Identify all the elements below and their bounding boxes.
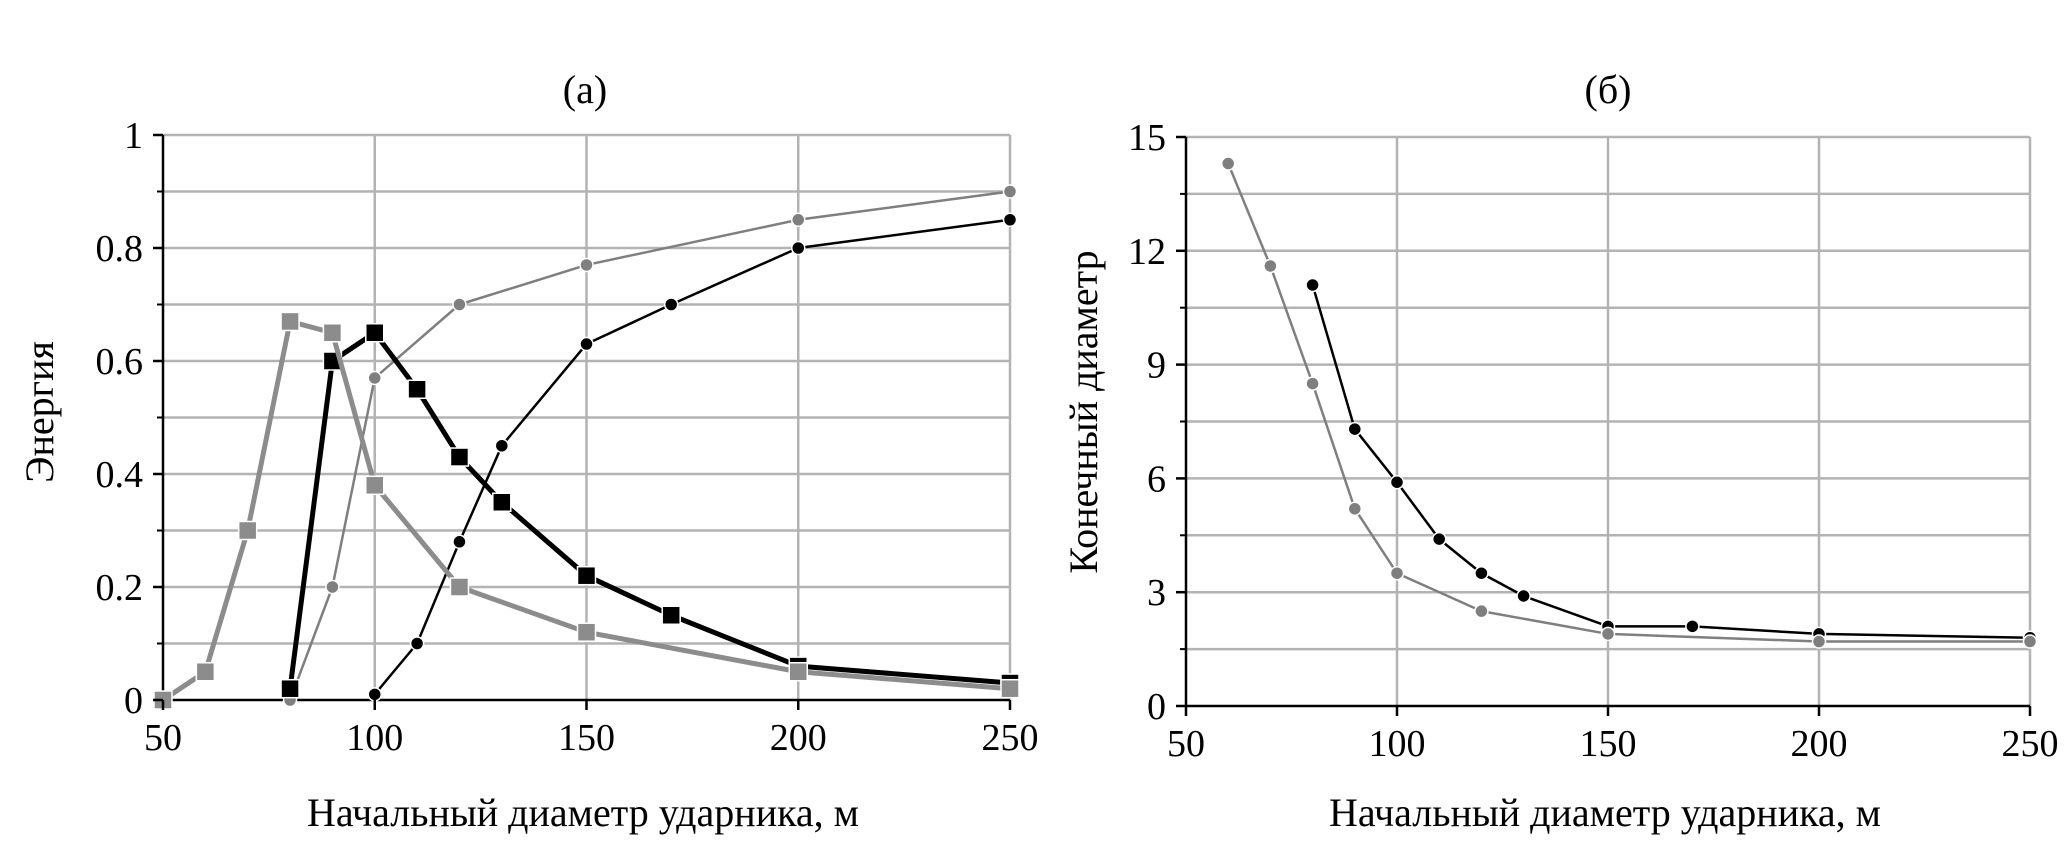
panel-b-series-1-point [1389,474,1405,490]
panel-b-series-2-point [1220,156,1236,171]
panel-b-series-1-line [1311,284,2031,639]
panel-b-series-1-point [1347,421,1363,437]
panel-b-series-1-point [1431,531,1447,547]
panel-b-x-tick-label: 250 [2002,723,2059,765]
panel-a-series-3-point [661,605,681,625]
panel-a-series-2-point [494,438,510,453]
panel-a-y-axis-label: Энергия [17,341,62,483]
panel-a-y-tick-label: 0 [124,680,143,722]
panel-a-series-2-point [452,534,467,550]
panel-a-series-2-point [663,297,679,312]
panel-a-series-3-line [287,330,1011,690]
panel-b-series-2-point [1389,565,1405,581]
panel-a-series-2-point [409,636,425,651]
panel-b-series-2-point [1305,376,1320,391]
panel-a-series-3-point [576,565,597,586]
panel-b-series-2-point [1474,603,1489,619]
panel-b-series-1-point [1474,565,1489,581]
panel-a-series-1-point [791,212,806,227]
panel-b-x-tick-label: 50 [1167,723,1205,765]
panel-a-series-3-point [407,379,427,399]
panel-a-y-tick-label: 0.8 [96,228,144,270]
panel-a-x-tick-label: 50 [144,717,182,759]
panel-b-y-tick-label: 9 [1147,345,1166,387]
panel-a-series-2-point [579,336,594,352]
panel-a-series-2-point [791,240,806,256]
panel-b-x-tick-label: 200 [1791,723,1848,765]
panel-a-series-1-point [1002,184,1018,199]
panel-b-title: (б) [1585,67,1632,112]
panel-b-y-axis-label: Конечный диаметр [1061,250,1106,573]
panel-a-series-4-point [365,475,385,496]
panel-a-series-3-point [280,678,300,699]
panel-b-series-2-point [2022,634,2038,649]
panel-b-y-tick-label: 0 [1147,686,1166,728]
panel-b-series-1-point [1305,277,1320,293]
panel-a-series-1-point [452,297,467,312]
panel-a-series-4-point [322,323,343,343]
panel-a-series-4-line [161,318,1011,703]
panel-b-series-1-point [1685,619,1700,634]
panel-b-series-2-point [1263,258,1278,274]
panel-a-series-4-point [237,520,258,541]
panel-a-x-axis-label: Начальный диаметр ударника, м [307,790,859,835]
panel-a-series-4-point [280,311,300,332]
panel-b-x-axis-label: Начальный диаметр ударника, м [1329,790,1881,835]
panel-a-series-4-point [449,577,470,597]
panel-a-y-tick-label: 0.4 [96,454,144,496]
panel-a-y-tick-label: 0.2 [96,567,144,609]
panel-a-x-tick-label: 200 [770,717,827,759]
panel-a-y-tick-label: 1 [124,115,143,157]
panel-a-x-tick-label: 100 [346,717,403,759]
panel-a-series-4-point [195,662,216,682]
panel-a-x-tick-label: 250 [982,717,1039,759]
panel-a-series-4-point [576,622,597,642]
panel-b-series-2-point [1600,626,1616,642]
panel-a-series-2-line [373,218,1011,696]
panel-a-y-tick-label: 0.6 [96,341,144,383]
panel-b-x-tick-label: 150 [1580,723,1637,765]
panel-b-y-tick-label: 15 [1128,117,1166,159]
panel-a-series-1-point [579,257,594,273]
panel-a-series-3-point [365,323,385,343]
panel-a-title: (а) [563,67,607,112]
panel-a-series-1-point [367,370,382,386]
panel-a-series-4-point [788,662,808,682]
panel-b-series-2-point [1347,501,1363,516]
panel-b-y-tick-label: 6 [1147,458,1166,500]
panel-b-y-tick-label: 3 [1147,572,1166,614]
panel-b-series-2-line [1227,163,2030,643]
panel-a-series-1-point [325,579,340,595]
panel-b-series-2-point [1811,634,1827,649]
panel-a-series-1-line [288,190,1011,701]
panel-b-y-tick-label: 12 [1128,231,1166,273]
panel-a-series-3-point [449,447,470,467]
panel-a-series-4-point [1000,678,1020,699]
panel-a-series-2-point [1002,212,1018,227]
panel-a-series-2-point [367,687,382,702]
panel-b-series-1-point [1516,588,1531,604]
panel-b: 0 3 6 9 12 15 50 100 150 200 250 (б) Начальный диа… [1061,67,2059,835]
panel-a-series-3-point [492,492,512,512]
panel-b-x-tick-label: 100 [1369,723,1426,765]
panel-a-x-tick-label: 150 [558,717,615,759]
